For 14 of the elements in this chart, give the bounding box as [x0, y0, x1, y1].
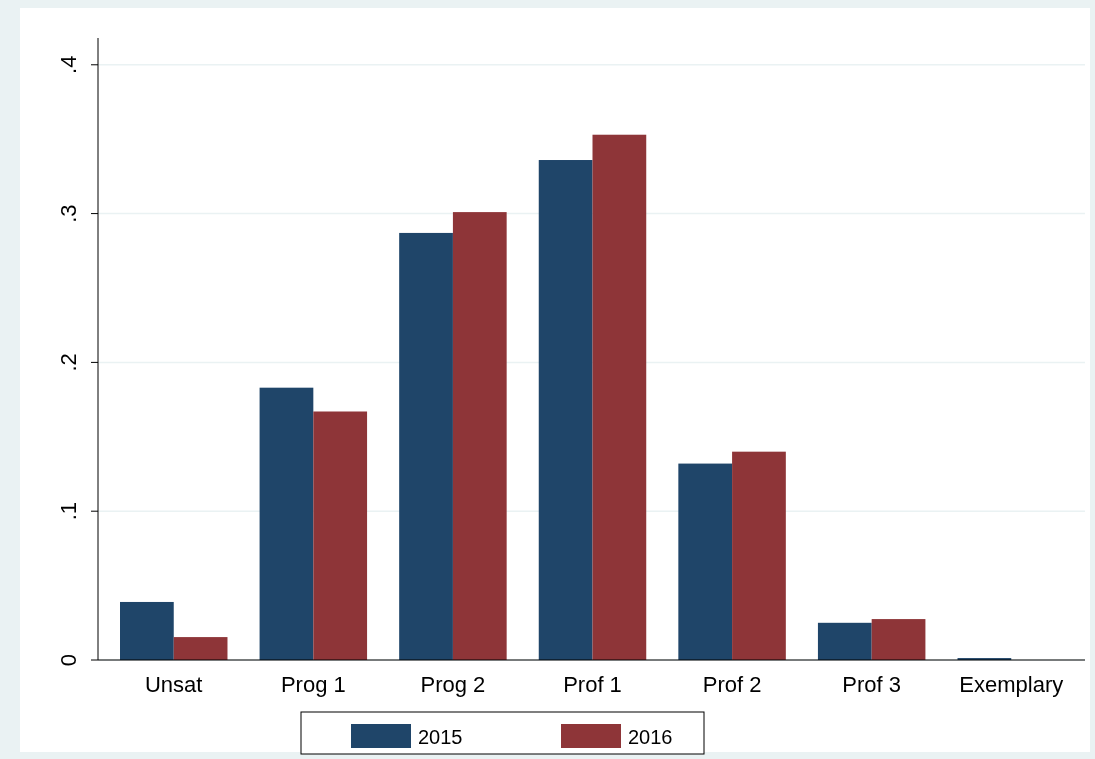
legend-label: 2015	[418, 726, 463, 748]
y-tick-label: .3	[55, 204, 81, 223]
x-tick-label: Prog 2	[420, 672, 486, 697]
x-tick-label: Prof 2	[702, 672, 762, 697]
x-tick-label: Prof 1	[563, 672, 622, 697]
y-tick-label: 0	[55, 653, 81, 667]
y-tick-label: .4	[55, 55, 81, 74]
y-tick-label: .2	[55, 353, 81, 372]
x-tick-label: Unsat	[145, 672, 203, 697]
legend-label: 2016	[628, 726, 673, 748]
x-tick-label: Prog 1	[280, 672, 346, 697]
y-tick-label: .1	[55, 502, 81, 521]
x-tick-label: Prof 3	[842, 672, 902, 697]
x-tick-label: Exemplary	[959, 672, 1064, 697]
